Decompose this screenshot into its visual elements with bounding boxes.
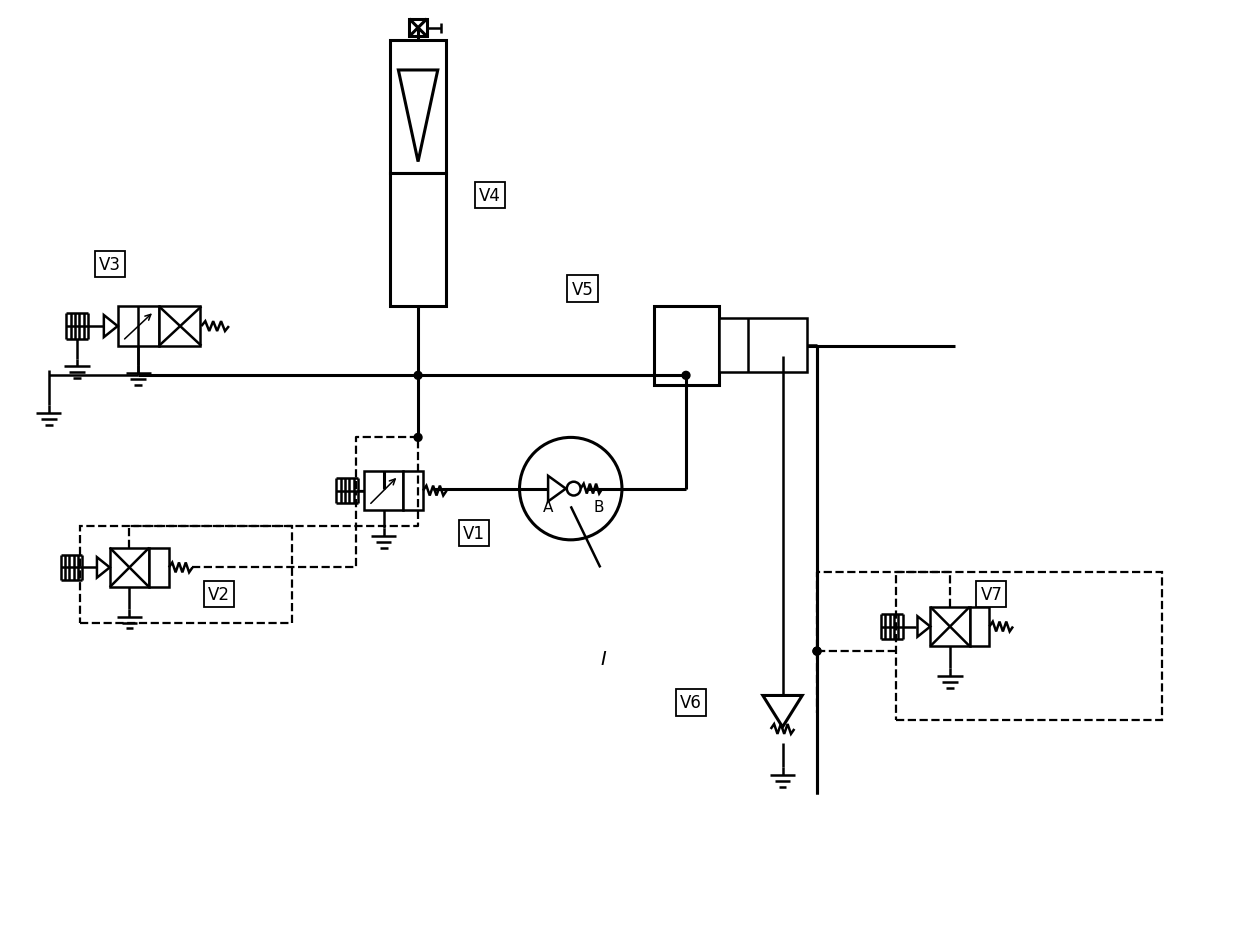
Bar <box>159 307 201 347</box>
Circle shape <box>414 372 422 380</box>
Bar <box>930 607 970 646</box>
Bar <box>118 307 159 347</box>
Circle shape <box>414 434 422 442</box>
Text: V1: V1 <box>464 525 485 542</box>
Text: V4: V4 <box>479 187 501 205</box>
Bar <box>81 527 291 623</box>
Circle shape <box>813 647 821 655</box>
Bar <box>409 19 427 37</box>
Bar <box>403 471 423 511</box>
Text: A: A <box>543 500 553 514</box>
Circle shape <box>813 647 821 655</box>
Text: I: I <box>600 649 606 667</box>
Bar <box>391 174 445 307</box>
Bar <box>149 548 169 588</box>
Text: V3: V3 <box>99 256 120 273</box>
Bar <box>110 548 149 588</box>
Bar <box>655 307 718 386</box>
Text: V7: V7 <box>981 585 1002 603</box>
Text: B: B <box>593 500 604 514</box>
Bar <box>895 573 1162 720</box>
Bar <box>391 42 445 174</box>
Bar <box>363 471 403 511</box>
Text: V6: V6 <box>680 693 702 712</box>
Bar <box>718 319 807 373</box>
Text: V2: V2 <box>208 585 231 603</box>
Bar <box>970 607 990 646</box>
Circle shape <box>682 372 689 380</box>
Text: V5: V5 <box>572 280 594 298</box>
